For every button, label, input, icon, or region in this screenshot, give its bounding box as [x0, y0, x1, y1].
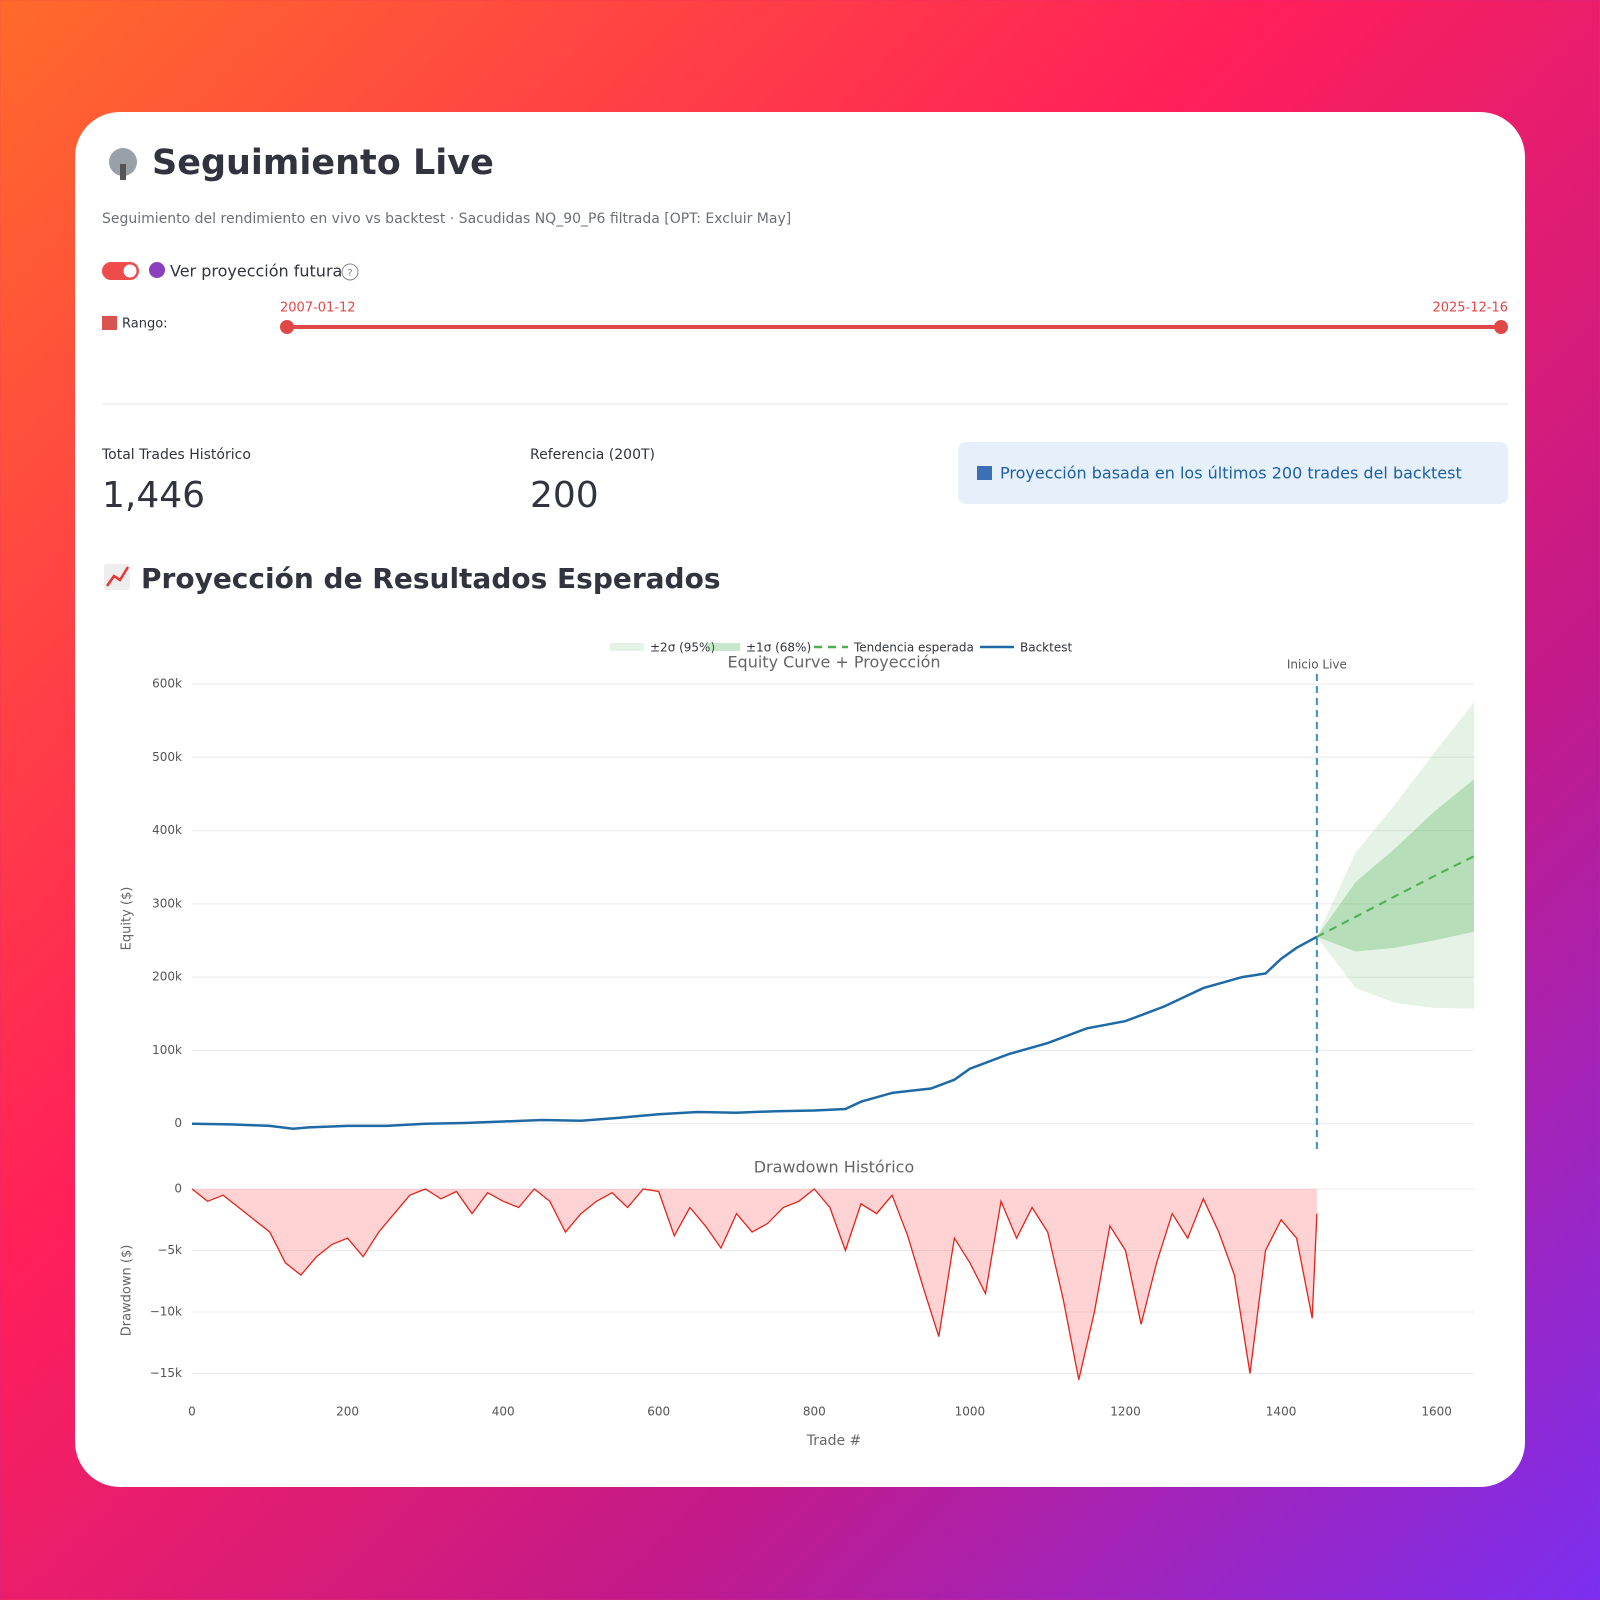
x-axis-title: Trade #	[806, 1433, 862, 1449]
drawdown-line	[191, 1188, 1318, 1380]
x-tick-label: 1600	[1421, 1405, 1452, 1419]
equity-line	[192, 935, 1318, 1131]
x-tick-label: 1400	[1266, 1405, 1297, 1419]
legend-swatch[interactable]	[706, 643, 740, 651]
y-tick-label: 200k	[152, 970, 182, 984]
x-tick-label: 0	[188, 1405, 196, 1419]
title-icon	[109, 148, 137, 180]
y-tick-label: 600k	[152, 677, 182, 691]
calendar-icon	[102, 316, 117, 330]
y-tick-label: 300k	[152, 896, 182, 910]
metric-label: Total Trades Histórico	[101, 447, 251, 463]
annotation: Inicio Live	[1287, 658, 1347, 672]
drawdown-area	[192, 1189, 1317, 1380]
x-tick-label: 600	[647, 1405, 670, 1419]
metric-value: 1,446	[102, 475, 205, 516]
legend-label[interactable]: Tendencia esperada	[853, 641, 974, 655]
plot	[192, 702, 1474, 1131]
slider-handle[interactable]	[1494, 320, 1508, 334]
chart-title: Equity Curve + Proyección	[727, 653, 940, 672]
y-tick-label: −5k	[157, 1243, 182, 1257]
y-tick-label: −10k	[150, 1305, 182, 1319]
legend-label[interactable]: ±2σ (95%)	[650, 641, 715, 655]
info-text: Proyección basada en los últimos 200 tra…	[1000, 464, 1462, 483]
toggle-icon	[149, 262, 165, 278]
legend-label[interactable]: Backtest	[1020, 641, 1072, 655]
metric-value: 200	[530, 475, 599, 516]
x-tick-label: 1000	[955, 1405, 986, 1419]
y-tick-label: 400k	[152, 823, 182, 837]
y-axis-title: Equity ($)	[120, 887, 135, 951]
slider-end: 2025-12-16	[1432, 301, 1508, 316]
x-tick-label: 1200	[1110, 1405, 1141, 1419]
metric-label: Referencia (200T)	[530, 447, 655, 463]
slider-start: 2007-01-12	[280, 301, 356, 316]
section-title: Proyección de Resultados Esperados	[141, 562, 721, 595]
page-title: Seguimiento Live	[152, 143, 494, 183]
trend-line	[1316, 855, 1474, 938]
band	[1316, 779, 1474, 952]
chart-title: Drawdown Histórico	[754, 1158, 915, 1177]
band	[1316, 702, 1474, 1009]
y-tick-label: 0	[174, 1182, 182, 1196]
info-box	[958, 442, 1508, 504]
y-tick-label: 500k	[152, 750, 182, 764]
info-icon	[977, 466, 992, 480]
legend-swatch[interactable]	[610, 643, 644, 651]
y-tick-label: 100k	[152, 1043, 182, 1057]
x-tick-label: 800	[803, 1405, 826, 1419]
y-tick-label: 0	[174, 1116, 182, 1130]
x-tick-label: 400	[492, 1405, 515, 1419]
y-tick-label: −15k	[150, 1366, 182, 1380]
toggle-label[interactable]: Ver proyección futura	[170, 262, 342, 281]
legend-label[interactable]: ±1σ (68%)	[746, 641, 811, 655]
toggle-knob	[123, 264, 137, 278]
slider-label: Rango:	[122, 317, 168, 332]
section-icon	[104, 564, 130, 590]
y-axis-title: Drawdown ($)	[120, 1245, 135, 1337]
subtitle: Seguimiento del rendimiento en vivo vs b…	[102, 211, 791, 227]
x-tick-label: 200	[336, 1405, 359, 1419]
svg-text:?: ?	[347, 268, 352, 279]
slider-handle[interactable]	[280, 320, 294, 334]
help-icon[interactable]: ?	[341, 263, 359, 281]
